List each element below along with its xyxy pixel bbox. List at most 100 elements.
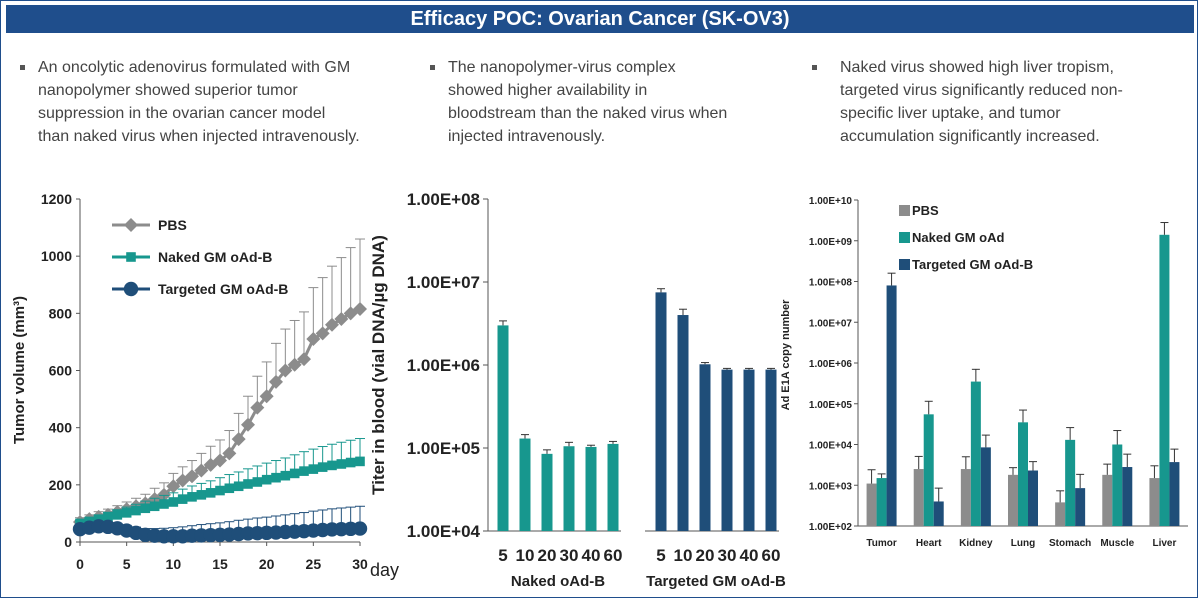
bar: [923, 414, 934, 526]
bar: [1018, 422, 1028, 526]
bullet-marker: [812, 65, 817, 70]
data-point: [231, 432, 246, 447]
bullet-line: injected intravenously.: [448, 128, 606, 145]
x-tick-label: Stomach: [1049, 538, 1091, 549]
legend-label: Targeted GM oAd-B: [158, 281, 288, 297]
bar: [913, 469, 924, 526]
bullet-2-text: The nanopolymer-virus complex showed hig…: [448, 56, 727, 148]
data-point: [205, 488, 216, 498]
bullet-line: specific liver uptake, and tumor: [840, 105, 1061, 122]
y-axis-label: Tumor volume (mm³): [11, 296, 28, 444]
data-point: [194, 463, 209, 478]
y-tick-label: 1.00E+06: [809, 359, 853, 370]
data-point: [327, 460, 337, 471]
y-tick-label: 600: [49, 363, 73, 379]
data-point: [187, 492, 197, 502]
legend-label: PBS: [158, 217, 187, 233]
data-point: [121, 508, 132, 518]
y-tick-label: 1.00E+04: [809, 441, 853, 452]
data-point: [252, 477, 263, 487]
x-tick-label: 40: [582, 546, 601, 565]
group-label: Targeted GM oAd-B: [646, 573, 786, 590]
data-point: [271, 472, 281, 483]
y-tick-label: 1.00E+03: [809, 481, 853, 492]
data-point: [287, 357, 302, 372]
data-point: [299, 466, 309, 476]
y-tick-label: 200: [49, 477, 73, 493]
x-tick-label: 10: [516, 546, 535, 565]
y-tick-label: 800: [49, 305, 73, 321]
bar: [519, 438, 531, 531]
data-point: [317, 462, 328, 472]
bar: [765, 369, 777, 531]
data-point: [243, 479, 253, 489]
bar: [876, 478, 887, 526]
bar: [980, 447, 991, 526]
x-tick-label: 60: [604, 546, 623, 565]
data-point: [222, 446, 237, 461]
legend-swatch: [899, 232, 910, 243]
bullet-line: An oncolytic adenovirus formulated with …: [38, 59, 351, 76]
biodistribution-chart: 1.00E+02 1.00E+03 1.00E+04 1.00E+05 1.00E+06…: [780, 196, 1188, 549]
data-point: [259, 389, 274, 404]
bar: [1075, 488, 1086, 526]
y-tick-label: 1.00E+05: [809, 400, 853, 411]
bullet-line: accumulation significantly increased.: [840, 128, 1100, 145]
data-point: [168, 497, 179, 507]
legend-marker: [124, 218, 138, 232]
x-axis-label: day: [370, 560, 399, 580]
legend-swatch: [899, 205, 910, 216]
bar: [743, 369, 755, 531]
data-point: [177, 494, 188, 504]
bar: [1102, 474, 1113, 526]
x-tick-label: 20: [538, 546, 557, 565]
bar: [1008, 474, 1018, 526]
data-point: [325, 317, 339, 332]
x-tick-label: 15: [212, 556, 228, 572]
y-tick-label: 1200: [41, 191, 72, 207]
bar: [886, 285, 897, 526]
data-point: [352, 521, 368, 536]
bullet-line: Naked virus showed high liver tropism,: [840, 59, 1114, 76]
bar: [541, 453, 553, 531]
data-point: [297, 352, 311, 367]
y-tick-label: 1.00E+08: [407, 190, 480, 209]
data-point: [233, 481, 244, 492]
y-tick-label: 1.00E+06: [407, 356, 480, 375]
x-tick-label: 60: [762, 546, 781, 565]
legend-label: PBS: [912, 203, 939, 218]
y-tick-label: 0: [64, 534, 72, 550]
data-point: [140, 503, 151, 514]
bar: [655, 292, 667, 531]
data-point: [336, 459, 347, 469]
bar: [1169, 462, 1180, 526]
bar: [699, 364, 711, 531]
bar: [960, 469, 971, 526]
data-point: [334, 312, 349, 327]
data-point: [157, 487, 171, 502]
bullet-line: than naked virus when injected intraveno…: [38, 128, 360, 145]
data-point: [213, 453, 227, 468]
bar: [607, 443, 619, 531]
data-point: [103, 512, 113, 522]
y-tick-label: 1.00E+05: [407, 439, 480, 458]
y-tick-label: 1.00E+07: [809, 318, 853, 329]
data-point: [241, 417, 255, 432]
data-point: [345, 457, 356, 468]
blood-titer-chart: 1.00E+04 1.00E+05 1.00E+06 1.00E+07 1.00E+08…: [369, 190, 786, 590]
legend-label: Naked GM oAd: [912, 230, 1005, 245]
data-point: [149, 501, 160, 512]
bar: [721, 369, 733, 531]
x-tick-label: Lung: [1011, 538, 1035, 549]
x-tick-label: 5: [498, 546, 507, 565]
x-tick-label: 20: [696, 546, 715, 565]
bar: [585, 446, 597, 531]
bar: [677, 315, 689, 531]
x-tick-label: Heart: [916, 538, 942, 549]
bar: [563, 446, 575, 531]
bar: [1055, 502, 1066, 526]
bar: [497, 325, 509, 531]
data-point: [353, 302, 367, 317]
bullet-line: suppression in the ovarian cancer model: [38, 105, 326, 122]
